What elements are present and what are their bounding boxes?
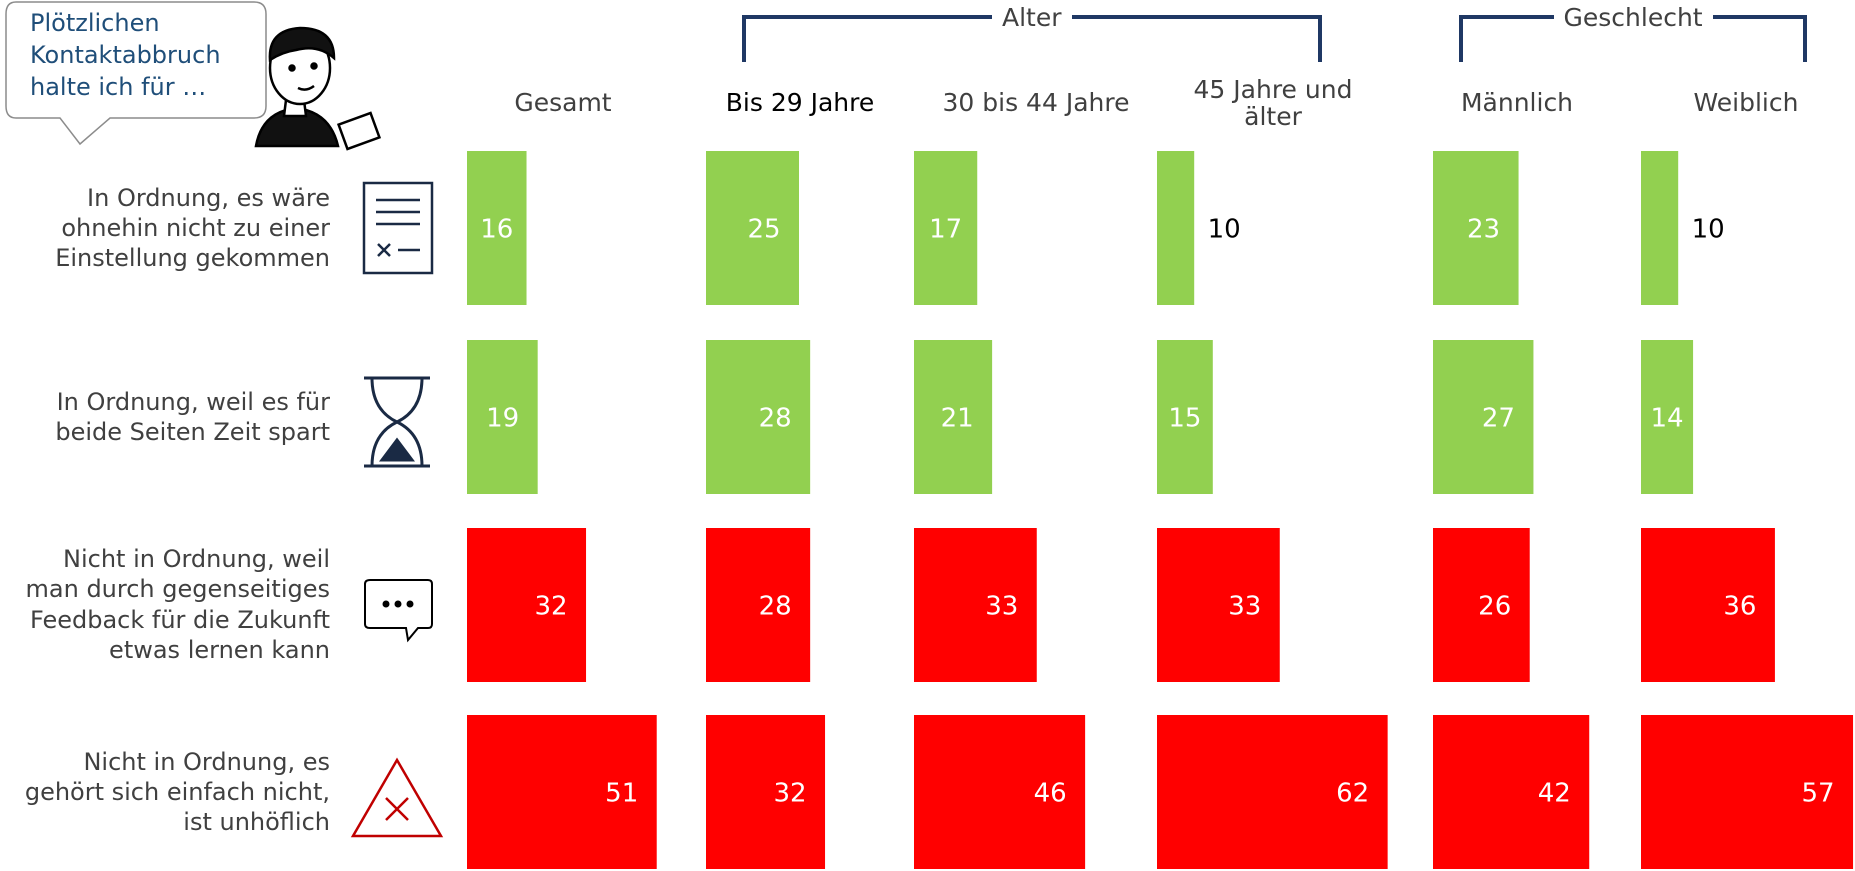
value-label: 16 (480, 215, 513, 245)
row-label: In Ordnung, es wäre ohnehin nicht zu ein… (55, 183, 330, 273)
value-label: 23 (1467, 215, 1500, 245)
callout-text: Plötzlichen Kontaktabbruch halte ich für… (30, 9, 221, 101)
bar (914, 715, 1086, 869)
bar (467, 151, 527, 305)
bar (1641, 528, 1775, 682)
bar (706, 340, 811, 494)
value-label: 21 (941, 404, 974, 434)
value-label: 57 (1801, 779, 1834, 809)
value-label: 33 (985, 592, 1018, 622)
column-header: 45 Jahre und älter (1193, 74, 1353, 131)
group-label: Geschlecht (1553, 2, 1713, 34)
bar (1157, 715, 1388, 869)
value-label: 10 (1692, 215, 1725, 245)
bar (1433, 151, 1519, 305)
column-header: Bis 29 Jahre (725, 88, 875, 117)
value-label: 25 (747, 215, 780, 245)
bar (1433, 528, 1530, 682)
column-header: 30 bis 44 Jahre (942, 88, 1130, 117)
bar (467, 715, 657, 869)
value-label: 46 (1034, 779, 1067, 809)
value-label: 19 (486, 404, 519, 434)
value-label: 28 (759, 592, 792, 622)
value-label: 15 (1168, 404, 1201, 434)
value-label: 10 (1208, 215, 1241, 245)
bar (1641, 151, 1679, 305)
bar (1157, 340, 1213, 494)
bar (1157, 528, 1280, 682)
value-label: 26 (1478, 592, 1511, 622)
chat-icon (364, 579, 433, 643)
value-label: 14 (1650, 404, 1683, 434)
bar (1433, 340, 1534, 494)
document-icon (362, 181, 434, 275)
bar (1433, 715, 1590, 869)
column-header: Gesamt (514, 88, 612, 117)
row-label: Nicht in Ordnung, es gehört sich einfach… (24, 747, 330, 837)
bar (914, 340, 993, 494)
bar (467, 528, 587, 682)
person-icon (254, 26, 382, 151)
value-label: 33 (1228, 592, 1261, 622)
value-label: 62 (1336, 779, 1369, 809)
bar (467, 340, 538, 494)
speech-bubble (5, 1, 267, 146)
value-label: 17 (929, 215, 962, 245)
column-header: Männlich (1460, 88, 1574, 117)
value-label: 28 (759, 404, 792, 434)
bar (706, 528, 811, 682)
bar (706, 151, 799, 305)
value-label: 51 (605, 779, 638, 809)
value-label: 27 (1482, 404, 1515, 434)
value-label: 32 (773, 779, 806, 809)
warning-icon (350, 757, 444, 838)
hourglass-icon (364, 376, 430, 468)
value-label: 32 (534, 592, 567, 622)
bar (1641, 715, 1854, 869)
value-label: 36 (1723, 592, 1756, 622)
bar (706, 715, 826, 869)
row-label: In Ordnung, weil es für beide Seiten Zei… (55, 387, 330, 446)
bar (914, 528, 1037, 682)
value-label: 42 (1538, 779, 1571, 809)
row-label: Nicht in Ordnung, weil man durch gegense… (25, 545, 330, 665)
bar (914, 151, 978, 305)
group-label: Alter (992, 2, 1072, 34)
bar (1641, 340, 1694, 494)
bar (1157, 151, 1195, 305)
column-header: Weiblich (1693, 88, 1799, 117)
